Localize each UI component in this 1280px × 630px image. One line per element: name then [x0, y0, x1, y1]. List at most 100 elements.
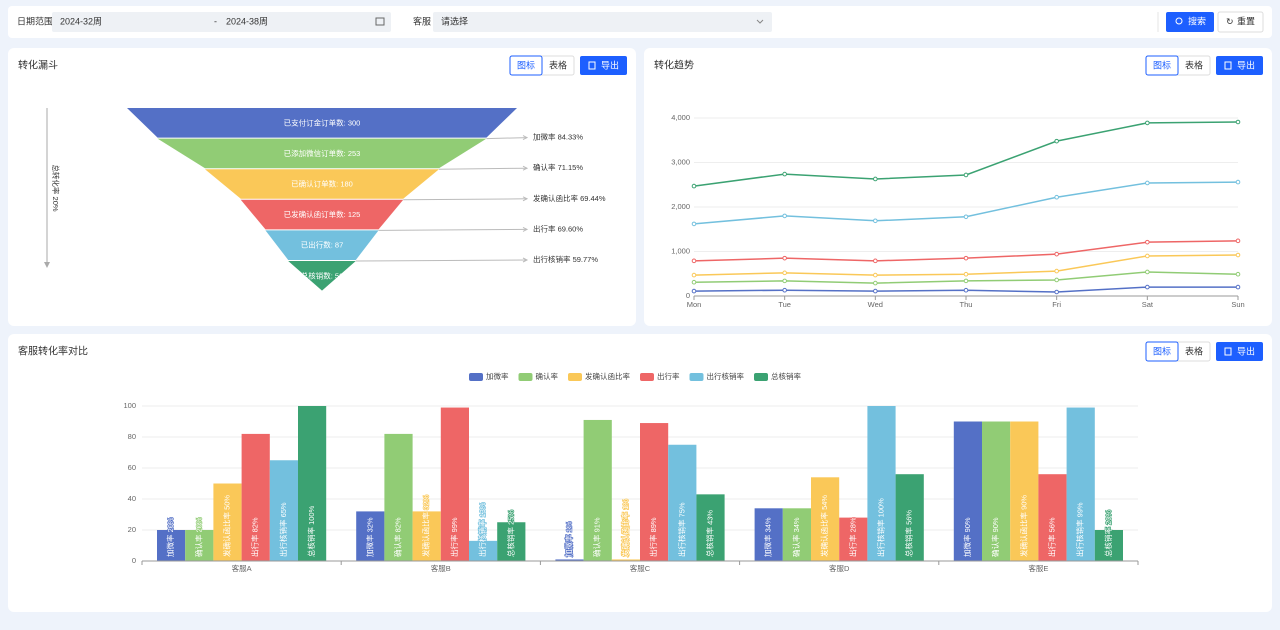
- export-icon: [588, 61, 596, 70]
- bar-value-label: 加微率 34%: [763, 517, 773, 557]
- bar-value-label: 确认率 90%: [990, 517, 1000, 557]
- date-label: 日期范围: [17, 15, 53, 26]
- bar: [640, 423, 669, 561]
- date-start[interactable]: 2024-32周: [60, 16, 102, 26]
- export-button[interactable]: [1216, 56, 1263, 75]
- tab[interactable]: 表格: [1185, 59, 1203, 70]
- date-end[interactable]: 2024-38周: [226, 16, 268, 26]
- bar: [469, 540, 498, 561]
- date-range-input[interactable]: [52, 12, 391, 32]
- legend-label[interactable]: 发确认函比率: [585, 371, 630, 381]
- export-text[interactable]: 导出: [601, 59, 619, 70]
- x-tick-label: 客服D: [829, 563, 850, 573]
- bar-value-label: 总核销率 43%: [704, 510, 714, 557]
- point: [1054, 268, 1059, 274]
- point: [691, 272, 697, 278]
- bar-value-label: 确认率 91%: [592, 517, 602, 557]
- legend-swatch[interactable]: [640, 373, 654, 381]
- bar: [1010, 421, 1039, 561]
- point: [691, 258, 697, 264]
- point: [1235, 238, 1241, 244]
- funnel-stage: [127, 108, 517, 138]
- point: [1054, 289, 1059, 295]
- bar-value-label: 加微率 1%: [563, 521, 573, 557]
- bar-value-label: 发确认函比率 54%: [819, 495, 829, 557]
- legend-label[interactable]: 确认率: [536, 371, 559, 381]
- agent-placeholder[interactable]: 请选择: [441, 15, 468, 26]
- bar-value-label: 总核销率 100%: [306, 505, 316, 557]
- overall-label: 总转化率 20%: [51, 164, 61, 211]
- funnel-stage: [288, 261, 356, 291]
- y-tick-label: 3,000: [671, 157, 690, 166]
- legend-label[interactable]: 出行核销率: [707, 371, 745, 381]
- bar: [782, 508, 811, 561]
- tab[interactable]: 图标: [517, 59, 535, 70]
- tab[interactable]: 表格: [1185, 345, 1203, 356]
- rate-label: 出行核销率 59.77%: [533, 254, 598, 264]
- rate-leader: [378, 228, 528, 231]
- bar-value-label: 总核销率 20%: [1103, 510, 1113, 557]
- point: [1235, 284, 1241, 290]
- reset-icon: ↻: [1226, 16, 1234, 26]
- legend-label[interactable]: 总核销率: [771, 371, 801, 381]
- legend-swatch[interactable]: [689, 373, 704, 381]
- x-tick-label: Sun: [1231, 300, 1244, 309]
- export-button[interactable]: [580, 56, 627, 75]
- x-tick-label: 客服E: [1028, 563, 1048, 573]
- search-text[interactable]: 搜索: [1188, 15, 1206, 26]
- x-tick-label: 客服A: [232, 563, 252, 573]
- tab[interactable]: 图标: [1153, 345, 1171, 356]
- bar: [555, 559, 584, 561]
- bar-value-label: 加微率 32%: [364, 517, 374, 557]
- tab-active[interactable]: [1145, 55, 1179, 76]
- bar: [696, 494, 725, 561]
- point: [963, 172, 969, 178]
- x-tick-label: Wed: [868, 300, 883, 309]
- tab-active[interactable]: [509, 55, 543, 76]
- reset-button[interactable]: [1217, 11, 1264, 33]
- export-icon: [1224, 347, 1232, 356]
- rate-leader: [438, 167, 528, 170]
- y-tick-label: 0: [132, 556, 136, 565]
- agent-select[interactable]: [433, 12, 772, 32]
- legend-swatch[interactable]: [469, 373, 483, 381]
- bar-value-label: 确认率 34%: [791, 517, 801, 557]
- search-button[interactable]: [1166, 12, 1214, 32]
- rate-label: 发确认函比率 69.44%: [533, 193, 606, 203]
- y-tick-label: 40: [128, 494, 136, 503]
- bar: [867, 406, 896, 561]
- funnel-label: 已发确认函订单数: 125: [284, 209, 361, 219]
- bar: [668, 444, 697, 561]
- panel-title: 客服转化率对比: [18, 345, 88, 358]
- y-tick-label: 0: [686, 291, 690, 300]
- legend-label[interactable]: 加微率: [486, 371, 509, 381]
- legend-swatch[interactable]: [518, 373, 533, 381]
- legend-swatch[interactable]: [568, 373, 582, 381]
- point: [1145, 253, 1150, 259]
- tab[interactable]: 图标: [1153, 59, 1171, 70]
- point: [1145, 239, 1150, 245]
- export-text[interactable]: 导出: [1237, 345, 1255, 356]
- bar: [213, 483, 242, 561]
- rate-label: 确认率 71.15%: [533, 162, 583, 172]
- search-icon: [1175, 17, 1183, 25]
- bar: [356, 511, 385, 561]
- tab-active[interactable]: [1145, 341, 1179, 362]
- y-tick-label: 100: [123, 401, 136, 410]
- export-text[interactable]: 导出: [1237, 59, 1255, 70]
- bar-value-label: 出行核销率 75%: [676, 502, 686, 557]
- point: [1235, 179, 1241, 185]
- legend-label[interactable]: 出行率: [657, 371, 680, 381]
- y-tick-label: 60: [128, 463, 136, 472]
- export-button[interactable]: [1216, 342, 1263, 361]
- tab[interactable]: 表格: [549, 59, 567, 70]
- legend-swatch[interactable]: [754, 373, 768, 381]
- reset-text[interactable]: 重置: [1237, 15, 1255, 26]
- point: [1235, 252, 1241, 258]
- bar-value-label: 出行率 56%: [1046, 517, 1056, 557]
- bar-value-label: 总核销率 25%: [505, 510, 515, 557]
- point: [873, 288, 878, 294]
- x-tick-label: Tue: [778, 300, 791, 309]
- rate-arrow: [522, 257, 529, 263]
- bar-value-label: 发确认函比率 50%: [221, 495, 231, 557]
